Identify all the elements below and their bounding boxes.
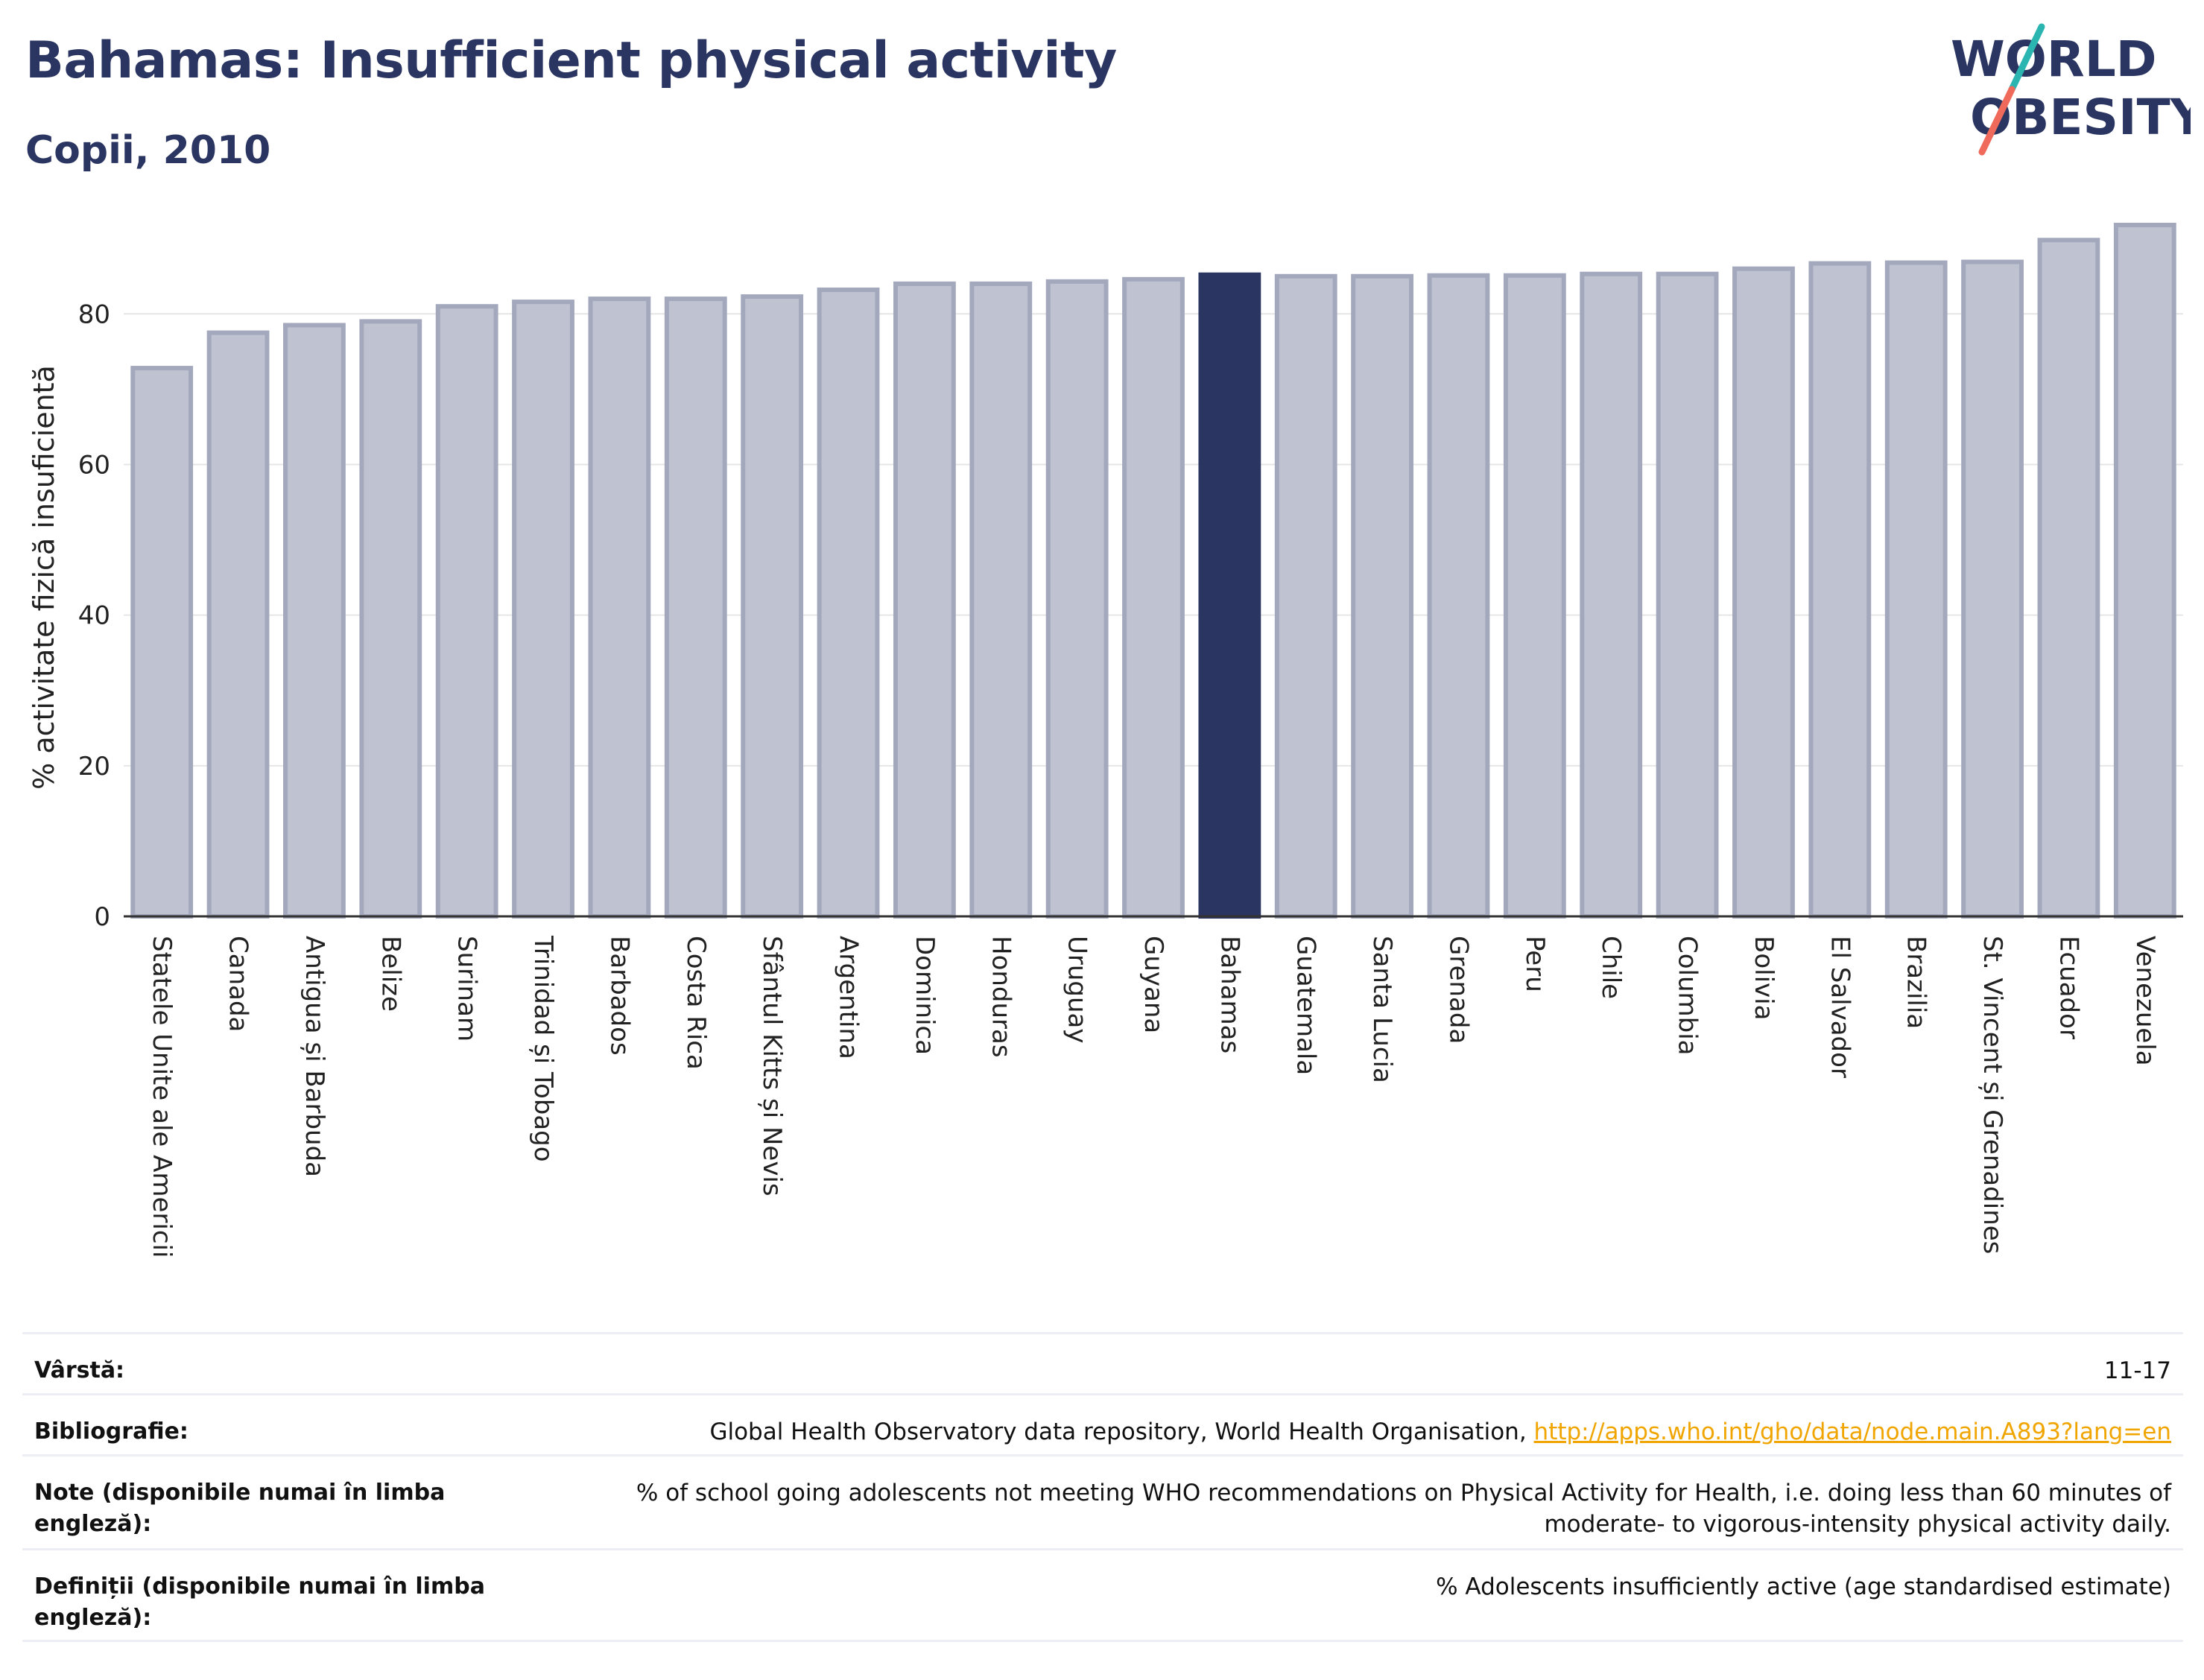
bar bbox=[588, 297, 651, 919]
x-tick-label: Statele Unite ale Americii bbox=[147, 936, 177, 1258]
x-tick-label: Barbados bbox=[604, 936, 634, 1056]
bar-chart: 0 20 40 60 80 % activitate fizică insuficient… bbox=[28, 223, 2183, 1258]
x-tick-label: Venezuela bbox=[2130, 936, 2160, 1066]
meta-notes-label: Note (disponibile numai în limba engleză… bbox=[34, 1480, 446, 1537]
bar bbox=[283, 323, 346, 919]
bar bbox=[741, 294, 804, 919]
page-subtitle: Copii, 2010 bbox=[25, 128, 271, 173]
world-obesity-logo: WORLD OBESITY bbox=[1951, 23, 2191, 156]
bar bbox=[2113, 223, 2176, 919]
meta-biblio-value: Global Health Observatory data repositor… bbox=[607, 1416, 2171, 1448]
meta-notes-value: % of school going adolescents not meetin… bbox=[636, 1480, 2171, 1538]
y-axis-label: % activitate fizică insuficientă bbox=[28, 365, 60, 790]
x-tick-label: Canada bbox=[224, 936, 253, 1032]
x-tick-label: Bahamas bbox=[1215, 936, 1244, 1053]
meta-defs-value: % Adolescents insufficiently active (age… bbox=[1436, 1573, 2171, 1600]
meta-row-definitions: Definiții (disponibile numai în limba en… bbox=[22, 1548, 2183, 1642]
x-tick-label: Surinam bbox=[452, 936, 482, 1042]
bar bbox=[1503, 273, 1566, 919]
y-tick-label: 60 bbox=[78, 450, 110, 480]
meta-defs-label: Definiții (disponibile numai în limba en… bbox=[34, 1573, 485, 1631]
x-tick-label: St. Vincent și Grenadines bbox=[1977, 936, 2007, 1254]
y-tick-label: 20 bbox=[78, 752, 110, 782]
page-title: Bahamas: Insufficient physical activity bbox=[25, 31, 1117, 90]
bar bbox=[1580, 271, 1643, 919]
bar bbox=[1732, 266, 1795, 919]
bar bbox=[130, 366, 194, 919]
meta-row-age: Vârstă: 11-17 bbox=[22, 1332, 2183, 1393]
meta-biblio-link[interactable]: http://apps.who.int/gho/data/node.main.A… bbox=[1533, 1419, 2171, 1445]
x-tick-label: Chile bbox=[1596, 936, 1626, 999]
bar bbox=[1045, 279, 1109, 919]
bar bbox=[435, 304, 498, 919]
bar bbox=[664, 297, 727, 919]
meta-row-notes: Note (disponibile numai în limba engleză… bbox=[22, 1454, 2183, 1548]
bar bbox=[1198, 272, 1261, 919]
meta-biblio-text: Global Health Observatory data repositor… bbox=[709, 1419, 1534, 1445]
bar bbox=[1808, 261, 1872, 919]
bar bbox=[1961, 259, 2024, 919]
bar bbox=[1884, 260, 1948, 919]
bar bbox=[1427, 273, 1490, 919]
x-tick-label: Santa Lucia bbox=[1367, 936, 1397, 1083]
y-tick-label: 40 bbox=[78, 601, 110, 631]
x-tick-label: Brazilia bbox=[1901, 936, 1931, 1029]
logo-line-1: WORLD bbox=[1951, 31, 2157, 88]
bar bbox=[817, 287, 880, 919]
x-tick-label: Dominica bbox=[910, 936, 940, 1055]
x-tick-label: Belize bbox=[376, 936, 405, 1012]
x-tick-label: Guatemala bbox=[1291, 936, 1321, 1075]
bar bbox=[512, 299, 574, 919]
metadata-table: Vârstă: 11-17 Bibliografie: Global Healt… bbox=[22, 1332, 2183, 1642]
x-tick-label: Argentina bbox=[834, 936, 864, 1059]
x-tick-label: Uruguay bbox=[1063, 936, 1092, 1044]
y-tick-label: 0 bbox=[94, 902, 110, 932]
bar bbox=[893, 281, 956, 919]
bar bbox=[1122, 276, 1185, 919]
x-tick-label: Peru bbox=[1520, 936, 1550, 992]
x-tick-label: Costa Rica bbox=[681, 936, 711, 1070]
bar bbox=[1274, 273, 1337, 919]
logo-slash-bottom bbox=[1978, 86, 2015, 156]
meta-row-bibliography: Bibliografie: Global Health Observatory … bbox=[22, 1393, 2183, 1454]
meta-biblio-label: Bibliografie: bbox=[34, 1419, 189, 1445]
bar bbox=[2037, 238, 2100, 919]
x-tick-label: Sfântul Kitts și Nevis bbox=[757, 936, 787, 1196]
x-tick-label: Trinidad și Tobago bbox=[528, 935, 558, 1162]
x-tick-label: Bolivia bbox=[1749, 936, 1779, 1020]
meta-age-value: 11-17 bbox=[2103, 1357, 2171, 1384]
bar bbox=[1656, 271, 1719, 919]
x-tick-label: Ecuador bbox=[2053, 936, 2083, 1039]
bar bbox=[206, 330, 270, 919]
bar bbox=[1351, 273, 1414, 919]
logo-slash-top bbox=[2008, 23, 2045, 93]
x-tick-label: Grenada bbox=[1443, 936, 1473, 1044]
y-tick-label: 80 bbox=[78, 299, 110, 329]
meta-age-label: Vârstă: bbox=[34, 1357, 125, 1383]
x-tick-label: Antigua și Barbuda bbox=[300, 936, 329, 1177]
x-tick-label: Columbia bbox=[1673, 936, 1703, 1056]
x-tick-label: El Salvador bbox=[1825, 936, 1855, 1078]
bar bbox=[969, 281, 1033, 919]
bar bbox=[359, 319, 422, 919]
x-tick-label: Honduras bbox=[986, 936, 1016, 1058]
x-tick-label: Guyana bbox=[1139, 936, 1168, 1033]
